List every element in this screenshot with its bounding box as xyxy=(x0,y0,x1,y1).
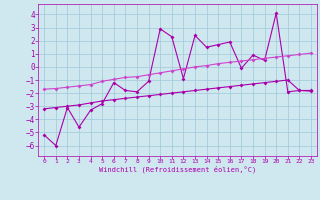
X-axis label: Windchill (Refroidissement éolien,°C): Windchill (Refroidissement éolien,°C) xyxy=(99,166,256,173)
